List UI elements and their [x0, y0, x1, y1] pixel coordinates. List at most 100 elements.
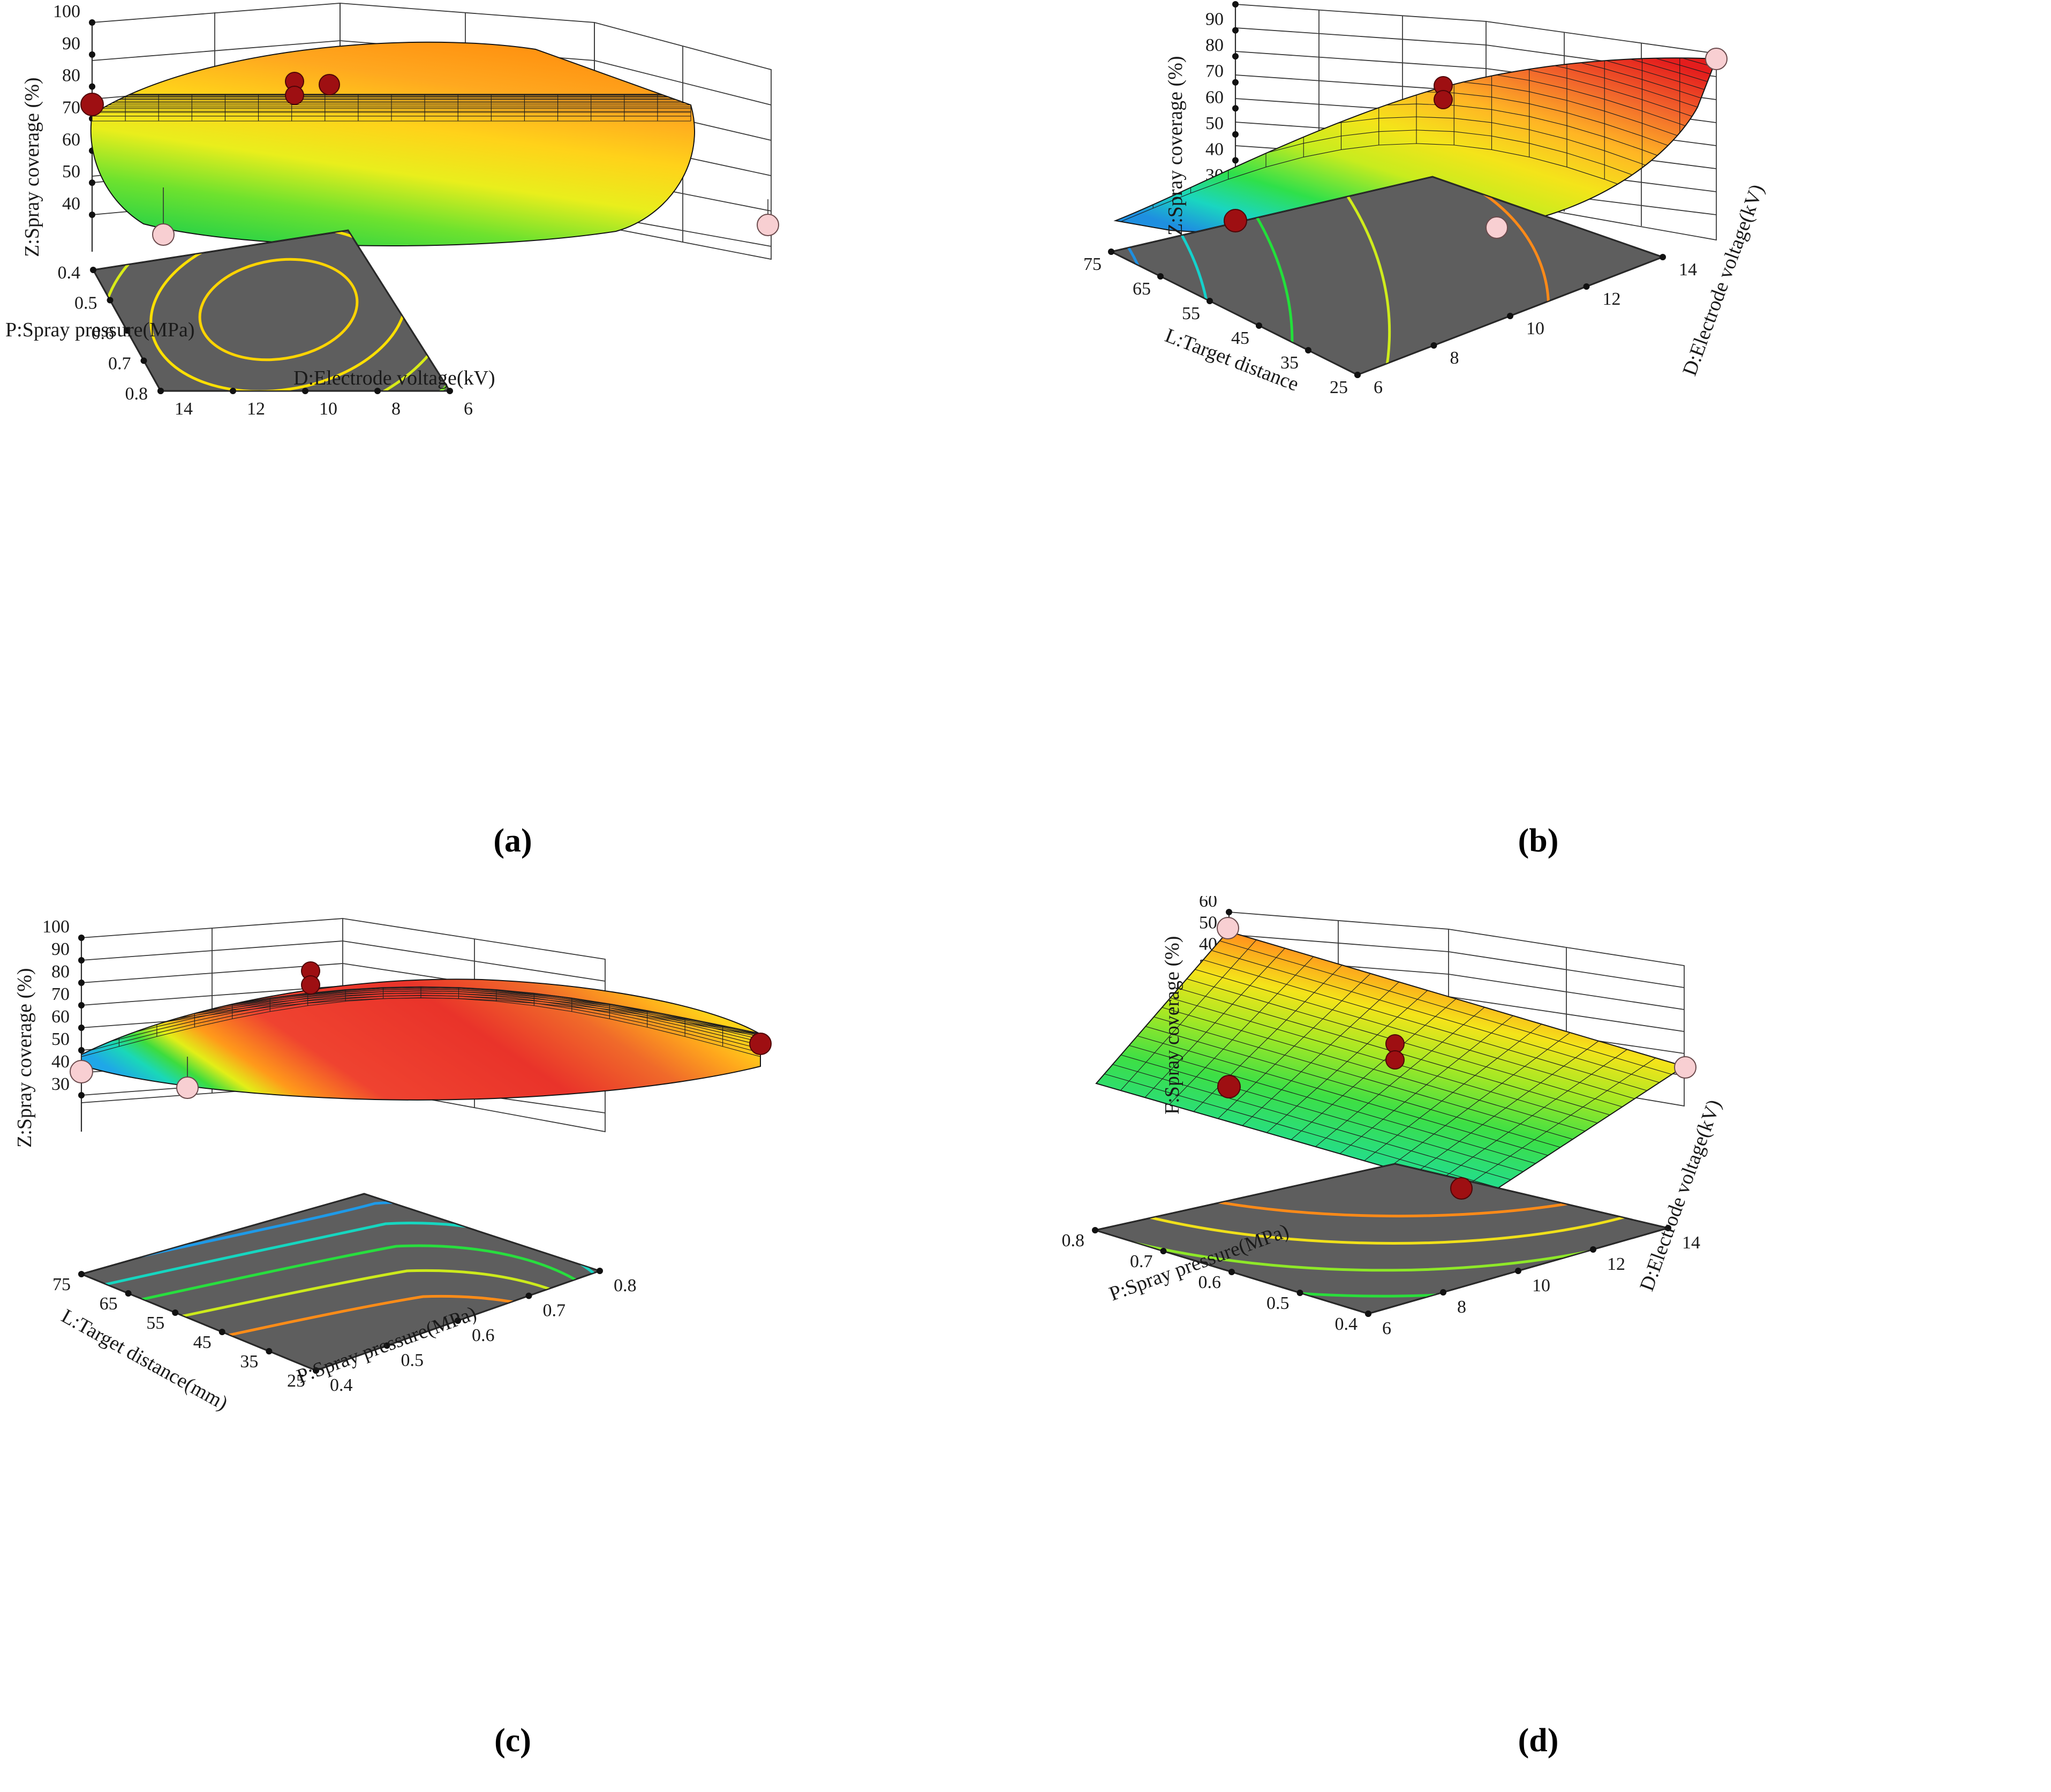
tick-label: 70: [1205, 62, 1224, 81]
z-tick-mark: [89, 83, 95, 90]
x-tick-mark: [1590, 1246, 1596, 1253]
x-tick-mark: [374, 388, 381, 394]
tick-label: 6: [1374, 378, 1383, 397]
tick-label: 6: [1382, 1319, 1391, 1338]
tick-label: 10: [319, 399, 337, 419]
tick-label: 0.7: [108, 354, 131, 374]
tick-label: 40: [62, 194, 80, 214]
x-tick-mark: [313, 1367, 319, 1374]
tick-label: 50: [51, 1029, 70, 1049]
tick-label: 75: [1083, 254, 1102, 274]
x-axis-label: D:Electrode voltage(kV): [1678, 182, 1768, 379]
y-tick-mark: [1305, 347, 1311, 353]
x-tick-mark: [302, 388, 308, 394]
tick-label: 50: [1205, 114, 1224, 133]
z-axis-label: Z:Spray coverage (%): [1164, 56, 1187, 236]
tick-label: 75: [52, 1275, 71, 1294]
tick-label: 80: [62, 66, 80, 86]
z-tick-mark: [78, 1002, 85, 1008]
z-tick-mark: [1232, 131, 1239, 138]
tick-label: 40: [51, 1052, 70, 1072]
y-tick-mark: [1108, 249, 1114, 255]
design-points: [70, 961, 772, 1099]
z-tick-mark: [78, 1092, 85, 1098]
y-tick-mark: [90, 267, 96, 273]
tick-label: 65: [1133, 279, 1151, 299]
tick-label: 8: [1457, 1297, 1466, 1317]
y-tick-mark: [124, 327, 130, 334]
y-tick-mark: [107, 297, 114, 304]
x-tick-mark: [1507, 313, 1513, 319]
x-axis-label: D:Electrode voltage(kV): [1635, 1097, 1725, 1294]
tick-label: 8: [1450, 348, 1459, 368]
y-tick-mark: [1157, 273, 1164, 280]
tick-label: 100: [1196, 0, 1224, 3]
tick-label: 12: [1603, 289, 1621, 309]
tick-label: 0.6: [92, 323, 115, 343]
tick-label: 0.5: [74, 293, 97, 313]
tick-label: 0.8: [1062, 1231, 1085, 1251]
z-tick-mark: [1232, 105, 1239, 112]
panel-d-caption: (d): [1518, 1722, 1559, 1759]
tick-label: 60: [1205, 87, 1224, 107]
x-tick-mark: [1440, 1289, 1446, 1296]
z-tick-mark: [78, 935, 85, 941]
z-tick-mark: [78, 1047, 85, 1053]
tick-label: 12: [1607, 1254, 1625, 1274]
z-tick-mark: [78, 957, 85, 963]
x-tick-mark: [447, 388, 453, 394]
z-tick-mark: [1226, 909, 1232, 915]
y-tick-mark: [1092, 1227, 1098, 1233]
tick-label: 25: [287, 1371, 305, 1391]
tick-label: 100: [42, 917, 70, 937]
tick-label: 25: [1330, 378, 1348, 397]
x-tick-mark: [230, 388, 236, 394]
x-tick-mark: [1430, 342, 1437, 349]
tick-label: 90: [1205, 10, 1224, 29]
tick-label: 12: [247, 399, 265, 419]
y-tick-mark: [1256, 322, 1262, 329]
x-tick-mark: [1354, 372, 1361, 378]
tick-label: 50: [1199, 913, 1217, 932]
y-tick-mark: [1296, 1290, 1303, 1296]
z-axis-label: Z:Spray coverage (%): [21, 77, 43, 257]
contour-base-plate: 75 65 55 45 35 25 0.4 0.5 0.6 0.7 0.8: [52, 1193, 637, 1395]
tick-label: 100: [53, 2, 80, 21]
x-tick-mark: [455, 1317, 461, 1324]
tick-label: 10: [1526, 319, 1544, 338]
tick-label: 14: [175, 399, 193, 419]
tick-label: 14: [1682, 1233, 1700, 1253]
x-tick-mark: [597, 1268, 603, 1274]
panel-a-caption: (a): [493, 823, 532, 859]
panel-c: 100 90 80 70 60 50 40 30 75 65 55 45 35 25 0.4 0.5 0.6 0…: [0, 896, 1026, 1792]
tick-label: 0.8: [614, 1276, 637, 1296]
axis-grid-right: [594, 22, 772, 260]
panel-a: 100 90 80 70 60 50 40 0.4 0.5 0.6 0.7 0.8 14 12 10 8 6: [0, 0, 1026, 896]
y-tick-mark: [1207, 298, 1213, 304]
tick-label: 55: [146, 1313, 164, 1333]
tick-label: 35: [1280, 353, 1299, 373]
design-points: [1217, 917, 1696, 1200]
y-tick-mark: [172, 1309, 179, 1316]
z-tick-mark: [89, 212, 95, 218]
z-axis: 100 90 80 70 60 50 40: [53, 2, 95, 252]
y-tick-mark: [1160, 1248, 1167, 1254]
tick-label: 10: [1532, 1276, 1550, 1296]
tick-label: 70: [62, 98, 80, 118]
x-tick-mark: [1365, 1311, 1371, 1317]
tick-label: 55: [1182, 304, 1200, 323]
y-tick-mark: [78, 1271, 85, 1277]
design-points: [1224, 48, 1728, 239]
tick-label: 45: [1231, 328, 1249, 348]
z-tick-mark: [89, 179, 95, 186]
tick-label: 50: [62, 162, 80, 182]
tick-label: 0.4: [58, 263, 81, 283]
z-tick-mark: [1232, 27, 1239, 34]
contour-base-plate: 0.4 0.5 0.6 0.7 0.8 14 12 10 8 6: [58, 229, 473, 419]
tick-label: 14: [1679, 260, 1697, 280]
tick-label: 6: [464, 399, 473, 419]
response-surface: [90, 41, 696, 246]
